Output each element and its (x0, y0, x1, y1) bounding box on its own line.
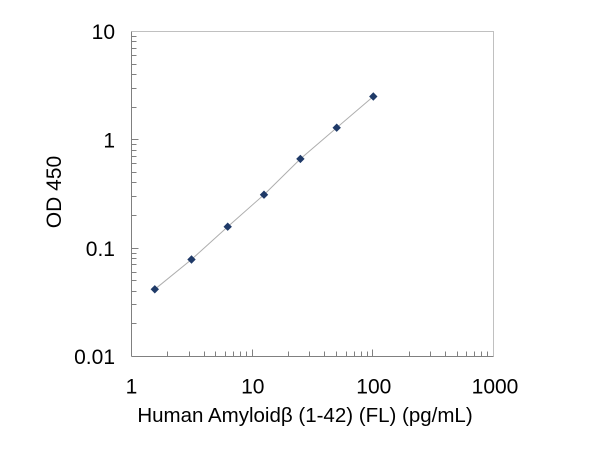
svg-text:1: 1 (126, 375, 138, 398)
svg-text:10: 10 (92, 21, 115, 44)
svg-text:OD 450: OD 450 (43, 156, 66, 228)
svg-text:1: 1 (103, 129, 115, 152)
svg-text:1000: 1000 (472, 375, 519, 398)
svg-text:0.1: 0.1 (86, 238, 115, 261)
svg-text:0.01: 0.01 (74, 346, 115, 369)
svg-text:10: 10 (241, 375, 264, 398)
svg-text:100: 100 (356, 375, 391, 398)
svg-text:Human Amyloidβ (1-42) (FL) (pg: Human Amyloidβ (1-42) (FL) (pg/mL) (137, 404, 472, 427)
